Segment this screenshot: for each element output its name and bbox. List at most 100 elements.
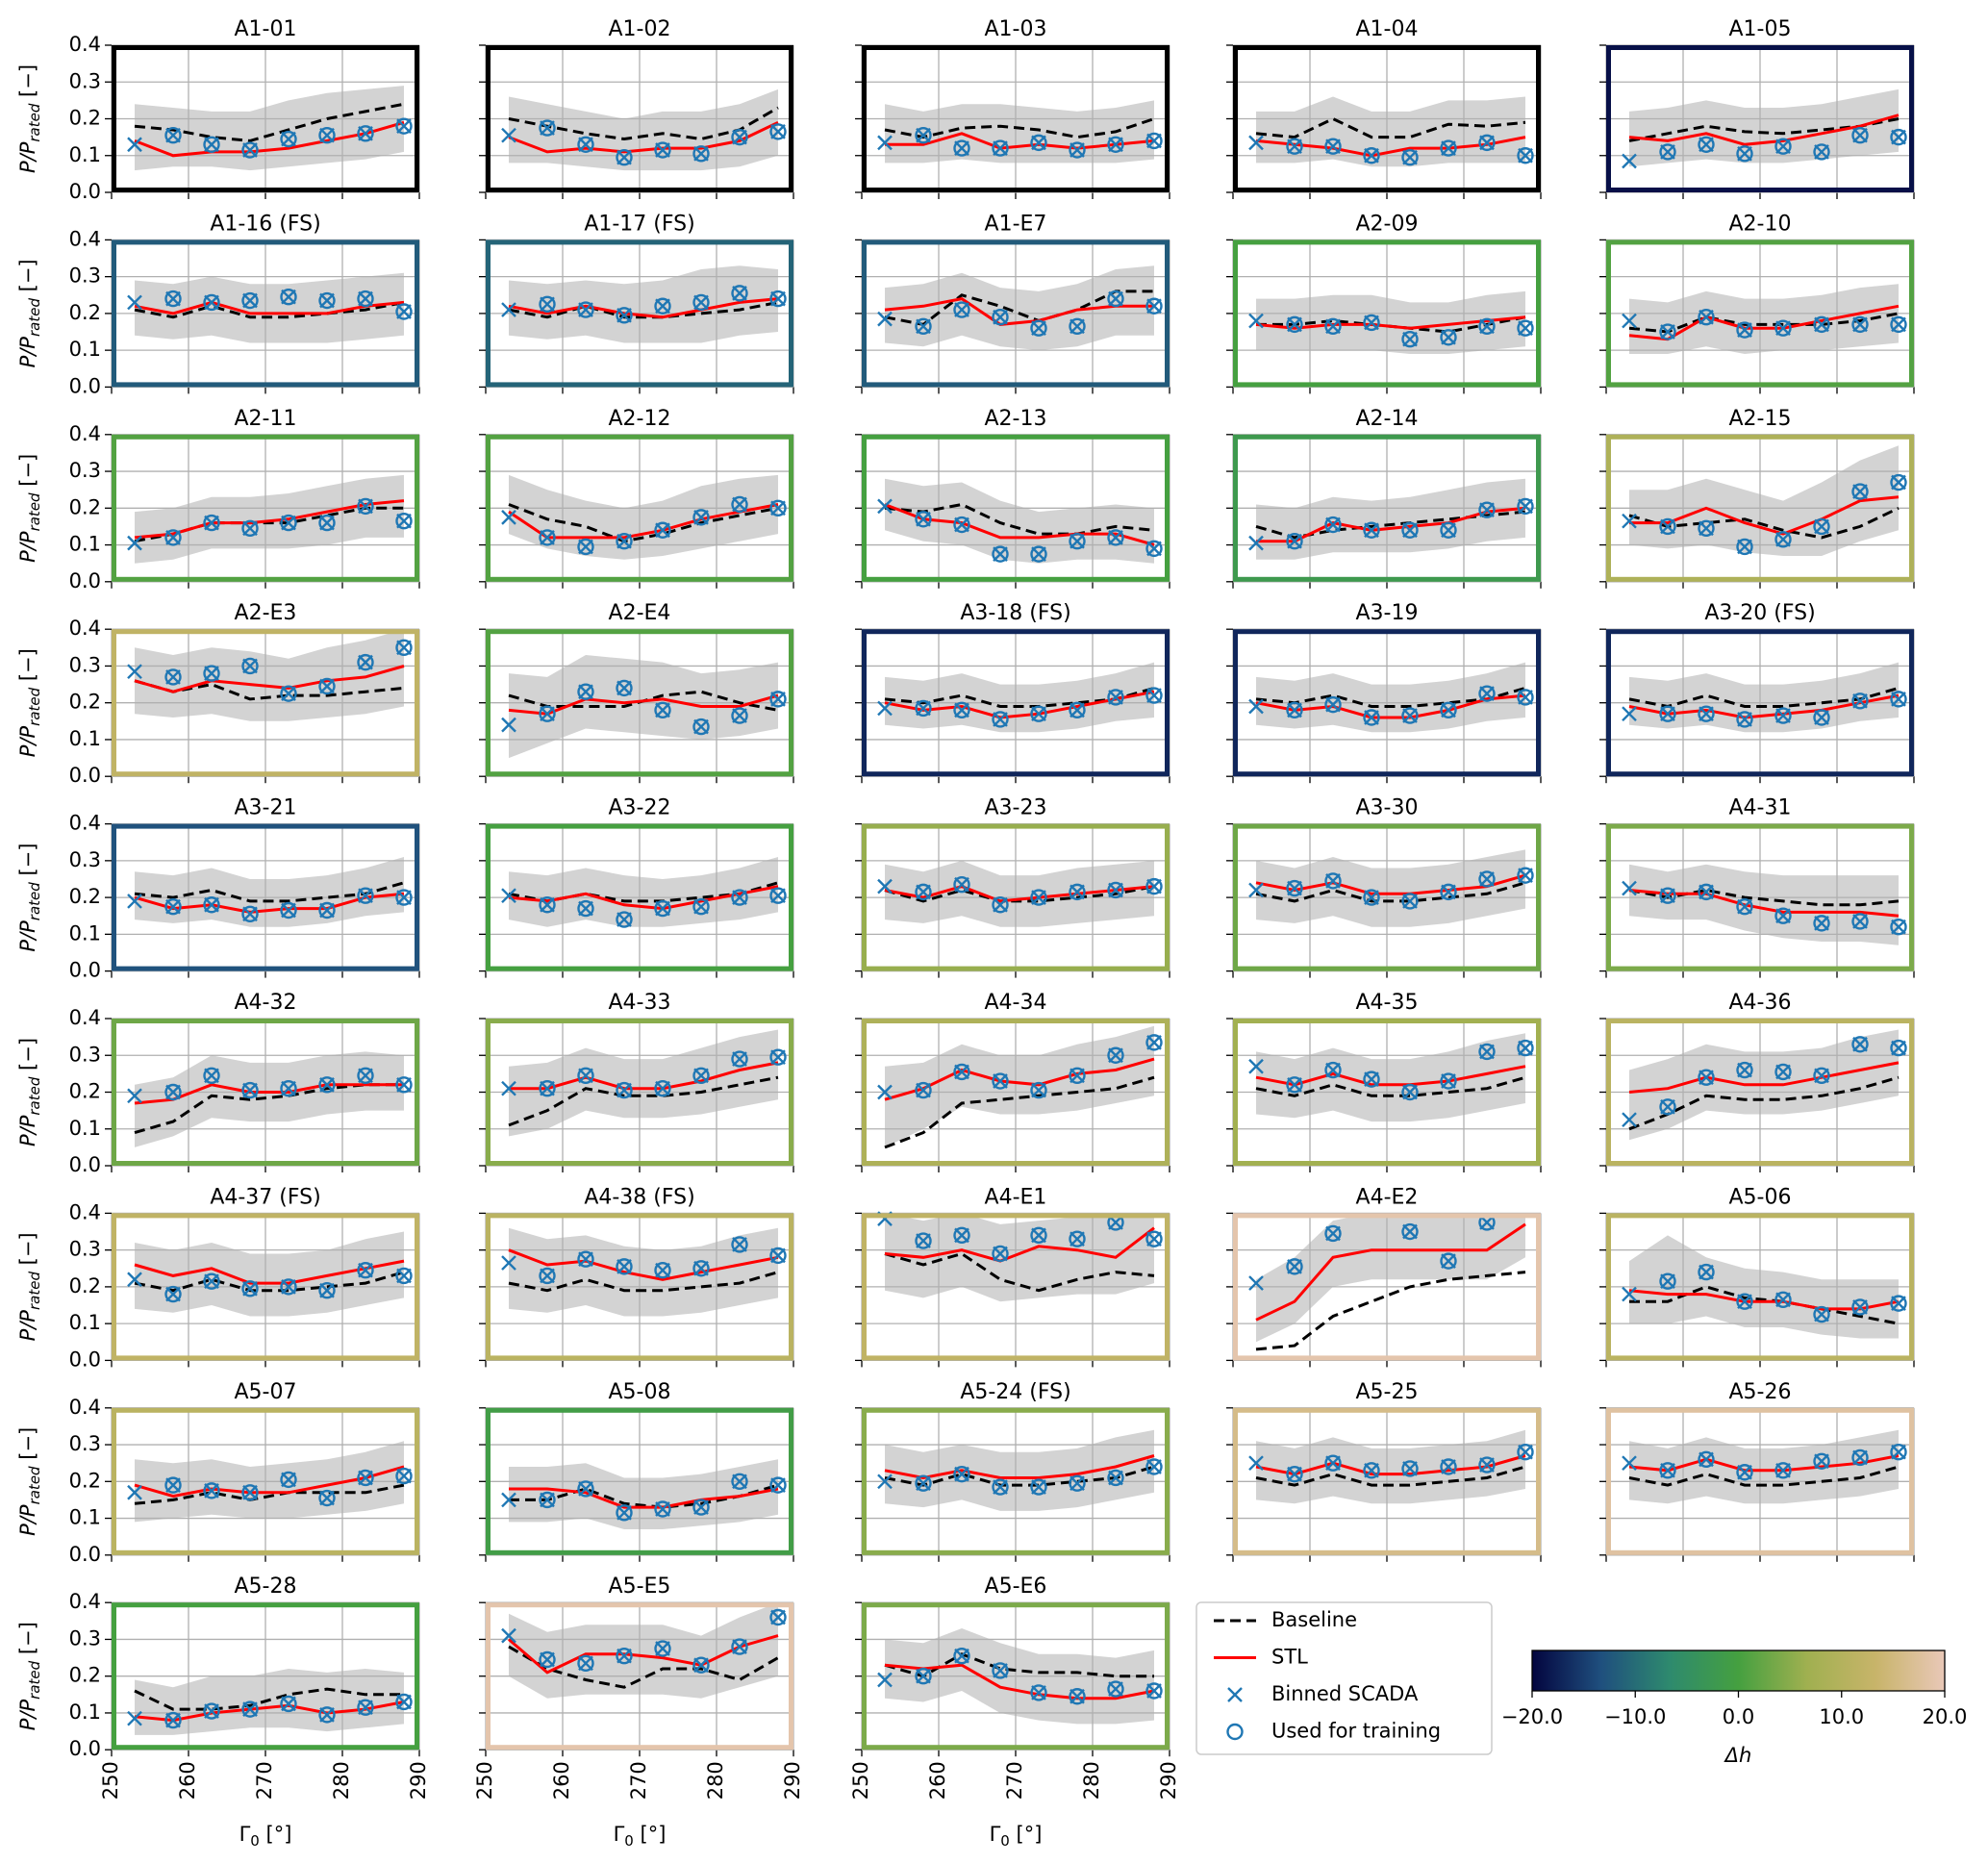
uncertainty-band [1256, 1213, 1525, 1343]
training-marker [616, 679, 633, 697]
training-marker [1659, 705, 1676, 722]
training-marker [1363, 314, 1380, 332]
x-label-sub: 0 [250, 1832, 260, 1850]
training-marker [1401, 330, 1419, 348]
y-tick-label: 0.2 [69, 885, 101, 908]
training-marker [769, 290, 787, 308]
x-axis-label: Γ0 [°] [239, 1823, 292, 1850]
uncertainty-band [509, 1029, 778, 1137]
training-marker [692, 1067, 710, 1084]
training-marker [1324, 317, 1342, 335]
training-marker [1324, 516, 1342, 534]
panel-border [1233, 629, 1541, 777]
panel-border [112, 434, 419, 582]
panel-border [862, 1213, 1170, 1361]
y-axis-label: P/Prated [−] [16, 844, 43, 952]
uncertainty-band [135, 474, 404, 564]
training-marker [203, 514, 220, 532]
training-marker [1363, 889, 1380, 906]
training-marker [1698, 136, 1715, 153]
y-tick-label: 0.3 [69, 264, 101, 288]
y-tick-label: 0.1 [69, 338, 101, 361]
training-marker [357, 1699, 374, 1716]
panel: A4-34 [855, 991, 1170, 1172]
y-tick-label: 0.2 [69, 1664, 101, 1687]
training-marker [915, 317, 932, 335]
training-marker [318, 1489, 336, 1507]
training-marker [992, 309, 1009, 326]
training-marker [1440, 701, 1457, 719]
training-marker [280, 1079, 297, 1097]
training-marker [1659, 323, 1676, 340]
uncertainty-band [1256, 290, 1525, 354]
y-label-sub: rated [26, 1272, 43, 1310]
panel-title: A2-11 [235, 407, 297, 431]
y-label-unit: [−] [16, 64, 39, 97]
scada-marker [1622, 1455, 1637, 1472]
panel-border [486, 45, 793, 192]
scada-marker [1248, 1058, 1264, 1074]
panel-title: A3-21 [235, 796, 297, 820]
panel: A2-15 [1599, 407, 1915, 589]
training-marker [1851, 1036, 1869, 1053]
training-marker [164, 1285, 182, 1303]
training-marker [318, 127, 336, 144]
training-marker [1069, 701, 1086, 719]
panel: A3-30 [1226, 796, 1542, 978]
training-marker [1813, 517, 1830, 536]
scada-marker [1248, 135, 1264, 151]
panel: A5-E6 250 260 270 280 290 Γ0 [°] [849, 1574, 1180, 1849]
panel: A1-02 [479, 17, 794, 199]
training-marker [1851, 315, 1869, 334]
y-tick-label: 0.3 [69, 69, 101, 92]
x-label-sub: 0 [624, 1832, 634, 1850]
training-marker [164, 127, 182, 144]
training-marker [1698, 883, 1715, 901]
y-axis-label: P/Prated [−] [16, 1232, 43, 1341]
uncertainty-band [135, 1051, 404, 1147]
y-tick-label: 0.0 [69, 1153, 101, 1176]
training-marker [1440, 139, 1457, 157]
training-marker [395, 117, 413, 135]
panel: A4-35 [1226, 991, 1542, 1172]
training-marker [654, 701, 671, 719]
training-marker [1440, 1252, 1457, 1270]
training-marker [1851, 1298, 1869, 1316]
training-marker [1030, 889, 1047, 906]
uncertainty-band [135, 629, 404, 721]
training-marker [915, 127, 932, 144]
panel-title: A3-18 (FS) [960, 601, 1070, 625]
x-tick-label: 280 [1080, 1761, 1103, 1800]
training-marker [318, 514, 336, 532]
y-tick-label: 0.2 [69, 495, 101, 518]
training-marker [1324, 695, 1342, 714]
x-label-unit: [°] [1017, 1823, 1043, 1846]
training-marker [1478, 1456, 1496, 1474]
scada-marker [877, 1672, 893, 1688]
y-label-main: P/P [16, 1115, 39, 1146]
panel-border [1606, 239, 1914, 388]
training-marker [1813, 1305, 1830, 1323]
training-marker [654, 521, 671, 539]
training-marker [357, 653, 374, 671]
x-axis-label: Γ0 [°] [614, 1823, 667, 1850]
stl-line [134, 665, 405, 693]
baseline-line [884, 1075, 1155, 1149]
scada-marker [1622, 513, 1637, 529]
scada-marker [1622, 153, 1637, 169]
panel-border [112, 1602, 419, 1751]
baseline-line [508, 1271, 779, 1293]
training-marker [1324, 138, 1342, 155]
y-tick-label: 0.4 [69, 1006, 101, 1029]
training-marker [1145, 1230, 1163, 1247]
training-marker [1401, 1460, 1419, 1477]
scada-marker [501, 1255, 516, 1271]
panel-title: A4-E2 [1356, 1185, 1419, 1209]
training-marker [539, 1650, 556, 1669]
y-tick-label: 0.1 [69, 143, 101, 166]
colorbar-label: Δh [1724, 1744, 1752, 1767]
panel: A4-E1 [855, 1185, 1170, 1368]
uncertainty-band [135, 272, 404, 343]
training-marker [953, 876, 970, 894]
